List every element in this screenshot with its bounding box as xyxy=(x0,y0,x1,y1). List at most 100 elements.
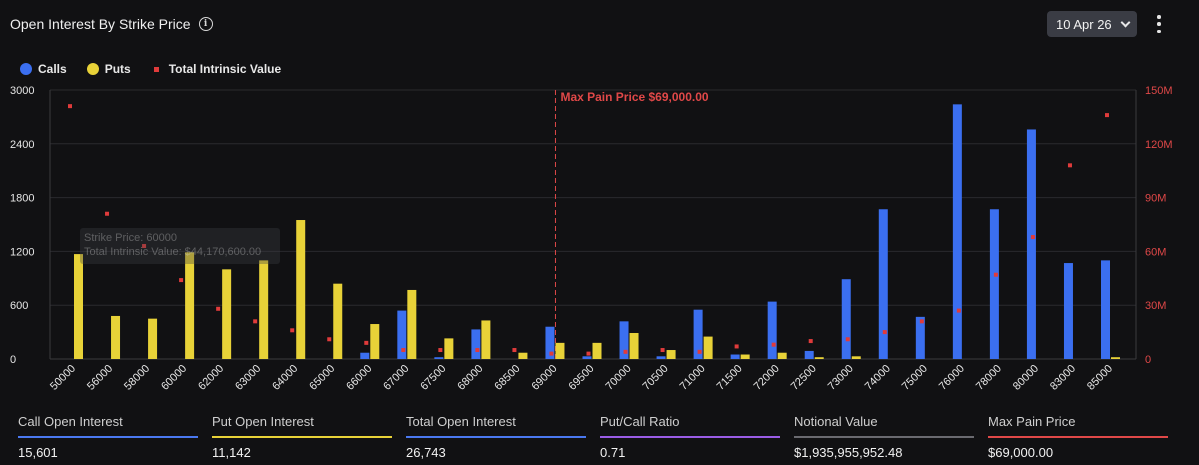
puts-bar xyxy=(629,332,639,359)
x-axis-tick: 80000 xyxy=(1011,363,1041,393)
puts-bar xyxy=(666,350,676,359)
calls-swatch xyxy=(20,63,32,75)
intrinsic-marker xyxy=(993,272,998,277)
intrinsic-marker xyxy=(1067,163,1072,168)
intrinsic-marker xyxy=(660,348,665,353)
legend-item-intrinsic[interactable]: Total Intrinsic Value xyxy=(151,62,281,76)
x-axis-tick: 56000 xyxy=(85,363,115,393)
stat-put-oi: Put Open Interest 11,142 xyxy=(212,408,392,460)
stat-value: $1,935,955,952.48 xyxy=(794,445,903,460)
x-axis-tick: 71500 xyxy=(715,363,745,393)
x-axis-tick: 70500 xyxy=(641,363,671,393)
stat-put-call-ratio: Put/Call Ratio 0.71 xyxy=(600,408,780,460)
left-axis-tick: 1800 xyxy=(10,193,34,205)
stat-max-pain: Max Pain Price $69,000.00 xyxy=(988,408,1168,460)
calls-bar xyxy=(841,279,851,359)
legend-item-puts[interactable]: Puts xyxy=(86,62,131,76)
x-axis-tick: 85000 xyxy=(1085,363,1115,393)
intrinsic-marker xyxy=(290,328,295,333)
stat-call-oi: Call Open Interest 15,601 xyxy=(18,408,198,460)
calls-bar xyxy=(989,209,999,359)
x-axis-tick: 64000 xyxy=(270,363,300,393)
stat-value: 0.71 xyxy=(600,445,626,460)
tooltip-strike: Strike Price: 60000 xyxy=(84,232,177,244)
intrinsic-marker xyxy=(1105,113,1109,118)
calls-bar xyxy=(434,357,444,359)
stat-value: 26,743 xyxy=(406,445,446,460)
x-axis-tick: 69000 xyxy=(529,363,559,393)
stat-label: Notional Value xyxy=(794,414,878,429)
x-axis-tick: 62000 xyxy=(196,363,226,393)
intrinsic-marker xyxy=(105,211,110,216)
right-axis-tick: 30M xyxy=(1145,300,1166,312)
intrinsic-marker xyxy=(1030,235,1035,240)
puts-bar xyxy=(814,357,824,359)
x-axis-tick: 58000 xyxy=(122,363,152,393)
calls-bar xyxy=(693,309,703,359)
expiry-date-select[interactable]: 10 Apr 26 xyxy=(1047,11,1137,37)
intrinsic-marker xyxy=(438,348,443,353)
max-pain-label: Max Pain Price $69,000.00 xyxy=(560,90,708,104)
calls-bar xyxy=(545,326,555,359)
intrinsic-marker xyxy=(401,348,406,353)
stat-underline xyxy=(212,436,392,438)
puts-bar xyxy=(851,356,861,359)
calls-bar xyxy=(656,356,666,359)
x-axis-tick: 68500 xyxy=(492,363,522,393)
intrinsic-marker xyxy=(956,308,961,313)
calls-bar xyxy=(767,301,777,359)
right-axis-tick: 120M xyxy=(1145,139,1173,151)
panel-header: Open Interest By Strike Price i xyxy=(10,14,213,34)
stat-value: $69,000.00 xyxy=(988,445,1054,460)
calls-bar xyxy=(1063,263,1073,359)
legend-item-calls[interactable]: Calls xyxy=(20,62,67,76)
stat-underline xyxy=(406,436,586,438)
puts-bar xyxy=(407,289,417,359)
vertical-ellipsis-icon[interactable] xyxy=(1152,13,1166,35)
stat-underline xyxy=(988,436,1168,438)
puts-bar xyxy=(592,342,602,359)
puts-bar xyxy=(148,318,158,359)
calls-bar xyxy=(471,329,481,359)
x-axis-tick: 72500 xyxy=(789,363,819,393)
puts-bar xyxy=(555,342,565,359)
stat-total-oi: Total Open Interest 26,743 xyxy=(406,408,586,460)
legend-label-intrinsic: Total Intrinsic Value xyxy=(168,62,282,76)
puts-bar xyxy=(518,352,528,359)
tooltip-intrinsic: Total Intrinsic Value: $44,170,600.00 xyxy=(84,246,262,258)
left-axis-tick: 600 xyxy=(10,300,28,312)
stat-label: Total Open Interest xyxy=(406,414,516,429)
intrinsic-marker xyxy=(512,348,517,353)
intrinsic-marker xyxy=(697,349,702,354)
chart-legend: Calls Puts Total Intrinsic Value xyxy=(20,62,301,76)
x-axis-tick: 73000 xyxy=(826,363,856,393)
x-axis-tick: 66000 xyxy=(344,363,374,393)
left-axis-tick: 2400 xyxy=(10,139,34,151)
x-axis-tick: 78000 xyxy=(974,363,1004,393)
calls-bar xyxy=(1026,129,1036,359)
left-axis-tick: 1200 xyxy=(10,246,34,258)
intrinsic-marker xyxy=(475,348,480,353)
expiry-date-value: 10 Apr 26 xyxy=(1056,16,1112,32)
puts-bar xyxy=(481,320,491,359)
intrinsic-marker xyxy=(845,337,850,342)
calls-bar xyxy=(915,316,925,359)
x-axis-tick: 50000 xyxy=(48,363,78,393)
x-axis-tick: 70000 xyxy=(604,363,634,393)
chart-tooltip: Strike Price: 60000 Total Intrinsic Valu… xyxy=(80,228,280,264)
puts-bar xyxy=(370,324,380,359)
x-axis-tick: 72000 xyxy=(752,363,782,393)
right-axis-tick: 60M xyxy=(1145,246,1166,258)
puts-bar xyxy=(185,252,195,359)
left-axis-tick: 3000 xyxy=(10,85,34,97)
info-circle-icon[interactable]: i xyxy=(198,17,213,31)
intrinsic-marker xyxy=(68,104,72,109)
intrinsic-marker xyxy=(623,349,628,354)
stat-value: 15,601 xyxy=(18,445,58,460)
x-axis-tick: 76000 xyxy=(937,363,967,393)
puts-bar xyxy=(259,260,269,359)
open-interest-chart: 0 600 1200 1800 2400 3000 0 30M 60M 90M 120M 150M Ma… xyxy=(10,85,1173,393)
x-axis-tick: 63000 xyxy=(233,363,263,393)
stat-value: 11,142 xyxy=(212,445,251,460)
puts-bar xyxy=(777,352,787,359)
